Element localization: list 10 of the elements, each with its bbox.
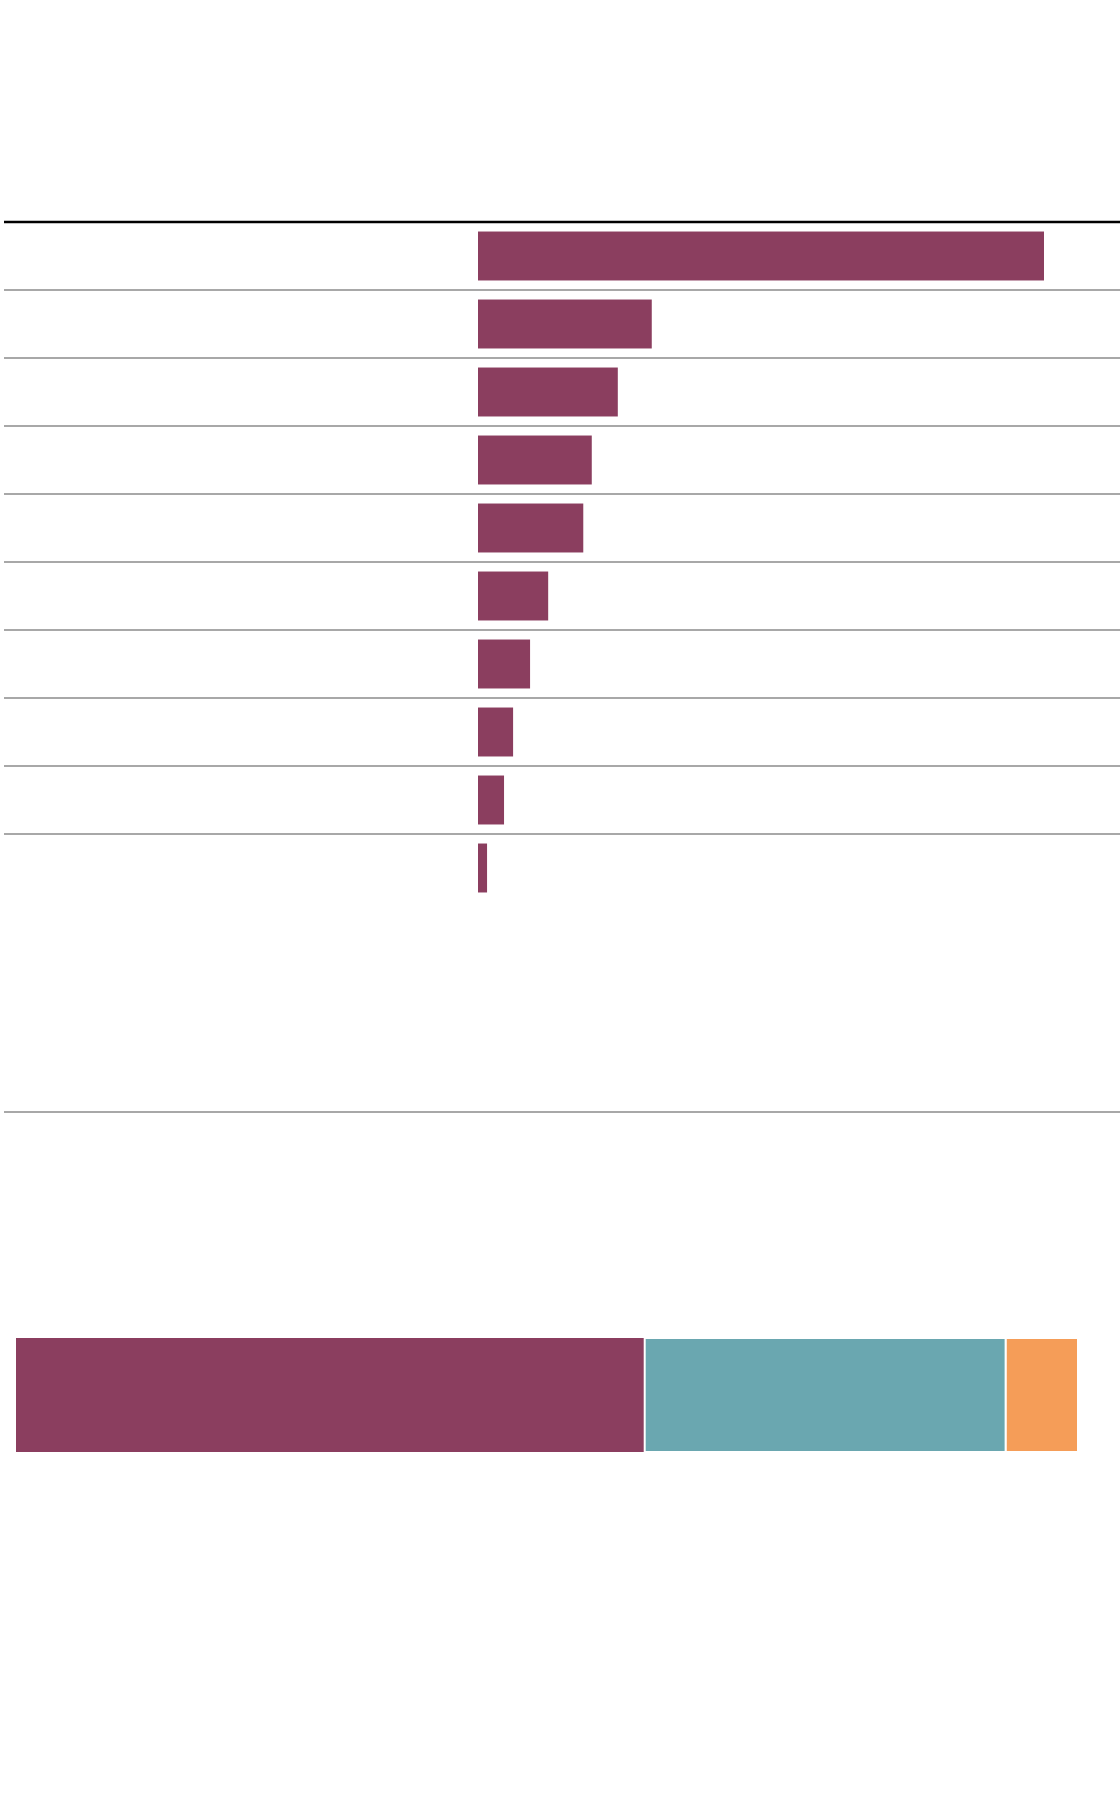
bar <box>478 503 584 553</box>
bar <box>478 707 514 757</box>
bar <box>478 639 531 689</box>
bar <box>478 435 592 485</box>
bar <box>478 843 488 893</box>
bar <box>478 231 1044 281</box>
bar <box>478 571 549 621</box>
bar <box>478 367 618 417</box>
bar <box>478 775 505 825</box>
bar <box>478 299 652 349</box>
